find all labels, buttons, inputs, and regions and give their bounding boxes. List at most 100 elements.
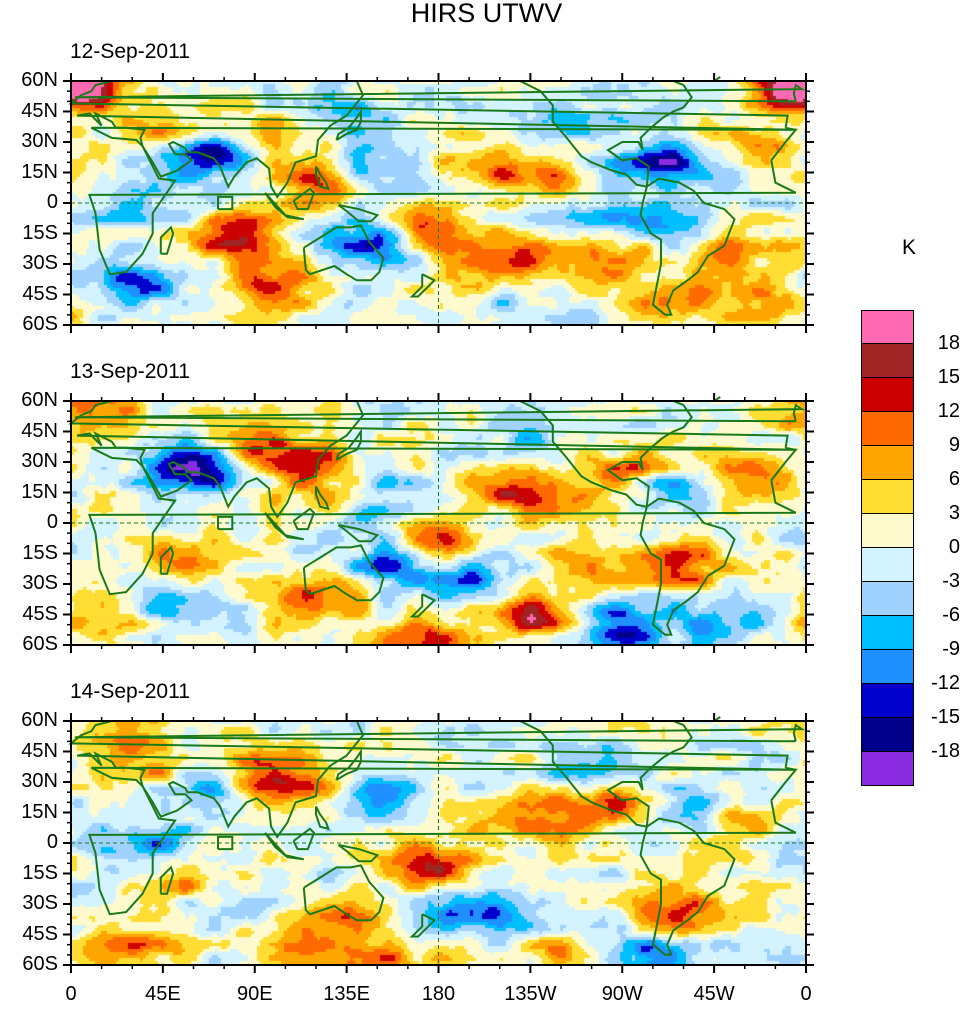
x-tick-label: 90E <box>236 983 273 1005</box>
coastline <box>315 485 330 511</box>
colorbar-label: 0 <box>948 536 960 558</box>
coastline <box>409 913 437 938</box>
y-tick-label: 30S <box>22 892 58 914</box>
coastline <box>75 403 806 423</box>
coastline <box>335 748 362 781</box>
colorbar-swatch <box>861 344 914 378</box>
coastline <box>75 83 806 103</box>
colorbar-swatch <box>861 718 914 752</box>
y-tick-label: 30N <box>21 450 58 472</box>
colorbar-swatch <box>861 310 914 344</box>
y-tick-label: 15N <box>21 800 58 823</box>
coastline <box>159 225 175 255</box>
colorbar-swatch <box>861 582 914 616</box>
y-tick-label: 30S <box>22 252 58 274</box>
y-tick-label: 15N <box>21 480 58 503</box>
coastline <box>88 766 798 916</box>
colorbar-swatch <box>861 378 914 412</box>
coastline <box>217 515 234 531</box>
chart-title: HIRS UTWV <box>410 0 563 28</box>
coastline <box>335 108 362 141</box>
x-tick-label: 180 <box>421 983 456 1005</box>
coastline <box>337 204 380 223</box>
coastline <box>264 192 305 221</box>
coastline <box>335 428 362 461</box>
y-tick-label: 0 <box>46 191 58 213</box>
coastline <box>337 524 380 543</box>
coastline <box>463 80 693 188</box>
y-tick-label: 60S <box>22 953 58 975</box>
coastline <box>337 844 380 863</box>
colorbar-swatch <box>861 446 914 480</box>
coastline <box>639 497 736 636</box>
panel-date-2: 13-Sep-2011 <box>70 360 190 383</box>
y-tick-label: 45N <box>21 419 58 442</box>
map-overlay <box>63 713 814 973</box>
coastline <box>302 864 385 922</box>
colorbar-label: 9 <box>948 434 960 456</box>
y-tick-label: 15S <box>22 221 58 244</box>
coastline <box>315 165 330 191</box>
x-tick-label: 0 <box>800 983 812 1005</box>
coastline <box>88 126 798 276</box>
coastline <box>292 507 316 531</box>
panel-date-1: 12-Sep-2011 <box>70 40 190 63</box>
coastline <box>159 865 175 895</box>
coastline <box>302 224 385 282</box>
coastline <box>409 593 437 618</box>
colorbar-label: -9 <box>942 638 960 660</box>
colorbar-label: -12 <box>931 672 960 694</box>
x-tick-label: 135W <box>504 983 557 1005</box>
y-tick-label: 15S <box>22 861 58 884</box>
y-tick-label: 15N <box>21 160 58 183</box>
y-tick-label: 60S <box>22 313 58 335</box>
x-tick-label: 135E <box>323 983 370 1005</box>
coastline <box>217 195 234 211</box>
colorbar-unit: K <box>902 236 917 259</box>
coastline <box>264 832 305 861</box>
colorbar <box>861 310 914 786</box>
coastline <box>75 723 806 743</box>
coastline <box>292 827 316 851</box>
coastline <box>409 273 437 298</box>
y-tick-label: 45S <box>22 922 58 945</box>
coastline <box>302 544 385 602</box>
x-tick-label: 45E <box>145 983 181 1005</box>
y-tick-label: 60N <box>21 709 58 731</box>
colorbar-label: 18 <box>937 332 960 354</box>
colorbar-label: 12 <box>937 400 960 422</box>
coastline <box>88 446 798 596</box>
y-tick-label: 45N <box>21 739 58 762</box>
colorbar-label: -15 <box>931 706 960 728</box>
map-panel-14-sep <box>63 713 814 973</box>
coastline <box>463 720 693 828</box>
x-tick-label: 90W <box>601 983 643 1005</box>
coastline <box>217 835 234 851</box>
y-tick-label: 30S <box>22 572 58 594</box>
colorbar-swatch <box>861 616 914 650</box>
coastline <box>639 817 736 956</box>
panel-date-3: 14-Sep-2011 <box>70 680 190 703</box>
x-tick-label: 0 <box>65 983 77 1005</box>
coastline <box>315 805 330 831</box>
y-tick-label: 30N <box>21 770 58 792</box>
colorbar-swatch <box>861 752 914 786</box>
map-overlay <box>63 73 814 333</box>
map-panel-12-sep <box>63 73 814 333</box>
x-tick-label: 45W <box>693 983 735 1005</box>
colorbar-label: 6 <box>948 468 960 490</box>
y-tick-label: 45N <box>21 99 58 122</box>
colorbar-label: -6 <box>942 604 960 626</box>
map-panel-13-sep <box>63 393 814 653</box>
colorbar-label: -3 <box>942 570 960 592</box>
coastline <box>292 187 316 211</box>
colorbar-label: 3 <box>948 502 960 524</box>
y-tick-label: 0 <box>46 511 58 533</box>
colorbar-label: -18 <box>931 740 960 762</box>
y-tick-label: 60N <box>21 389 58 411</box>
y-tick-label: 0 <box>46 831 58 853</box>
y-tick-label: 30N <box>21 130 58 152</box>
coastline <box>463 400 693 508</box>
y-tick-label: 45S <box>22 282 58 305</box>
colorbar-swatch <box>861 480 914 514</box>
